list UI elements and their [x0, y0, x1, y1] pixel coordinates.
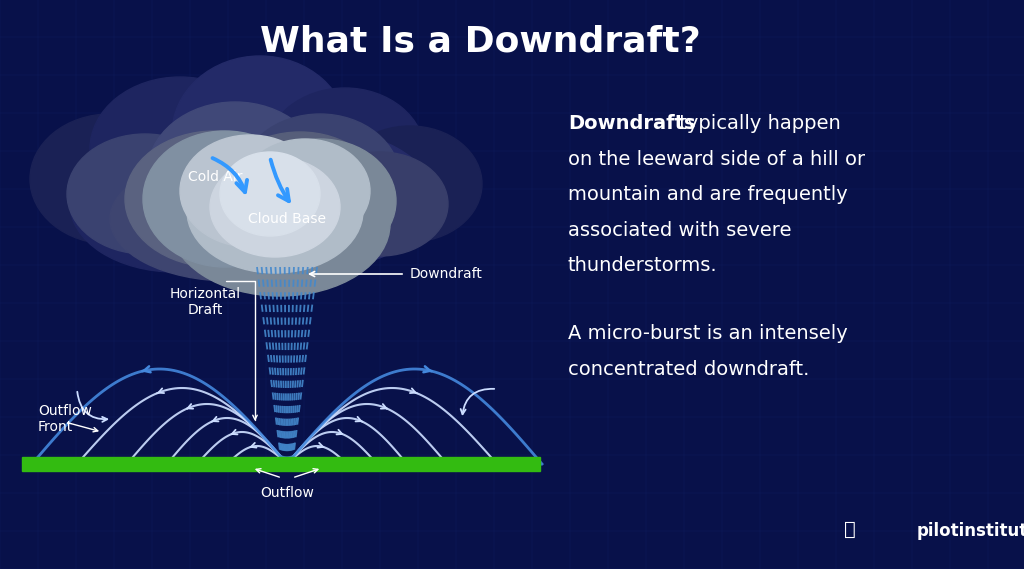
- Text: Cold Air: Cold Air: [187, 170, 243, 184]
- Text: 🛡: 🛡: [844, 519, 856, 538]
- Text: pilotinstitute: pilotinstitute: [918, 522, 1024, 540]
- Text: thunderstorms.: thunderstorms.: [568, 256, 718, 275]
- Text: What Is a Downdraft?: What Is a Downdraft?: [260, 24, 700, 58]
- Ellipse shape: [147, 102, 323, 246]
- Ellipse shape: [240, 114, 400, 244]
- Ellipse shape: [220, 152, 319, 236]
- Ellipse shape: [175, 127, 435, 271]
- Ellipse shape: [125, 131, 305, 267]
- Text: Cloud Base: Cloud Base: [248, 212, 326, 226]
- Ellipse shape: [265, 88, 425, 220]
- Bar: [22, 457, 540, 471]
- Ellipse shape: [67, 134, 223, 254]
- Ellipse shape: [187, 149, 362, 273]
- Ellipse shape: [172, 56, 348, 212]
- Ellipse shape: [90, 77, 270, 221]
- Ellipse shape: [143, 131, 307, 267]
- Ellipse shape: [30, 114, 190, 244]
- Ellipse shape: [338, 126, 482, 242]
- Text: on the leeward side of a hill or: on the leeward side of a hill or: [568, 150, 865, 168]
- Text: A micro-burst is an intensely: A micro-burst is an intensely: [568, 324, 848, 343]
- Text: associated with severe: associated with severe: [568, 221, 792, 240]
- Text: Horizontal
Draft: Horizontal Draft: [169, 287, 241, 317]
- Text: concentrated downdraft.: concentrated downdraft.: [568, 360, 809, 379]
- Text: Downdrafts: Downdrafts: [568, 114, 695, 133]
- Text: mountain and are frequently: mountain and are frequently: [568, 185, 848, 204]
- Ellipse shape: [70, 136, 280, 272]
- Ellipse shape: [244, 139, 396, 263]
- Ellipse shape: [155, 154, 365, 274]
- Text: typically happen: typically happen: [673, 114, 841, 133]
- Ellipse shape: [240, 139, 370, 243]
- Text: Outflow: Outflow: [260, 486, 314, 500]
- Text: Outflow
Front: Outflow Front: [38, 404, 92, 434]
- Ellipse shape: [170, 152, 390, 296]
- Ellipse shape: [218, 132, 382, 256]
- Ellipse shape: [312, 152, 449, 256]
- Ellipse shape: [210, 157, 340, 257]
- Ellipse shape: [180, 135, 319, 247]
- Ellipse shape: [110, 157, 350, 281]
- Text: Downdraft: Downdraft: [410, 267, 483, 281]
